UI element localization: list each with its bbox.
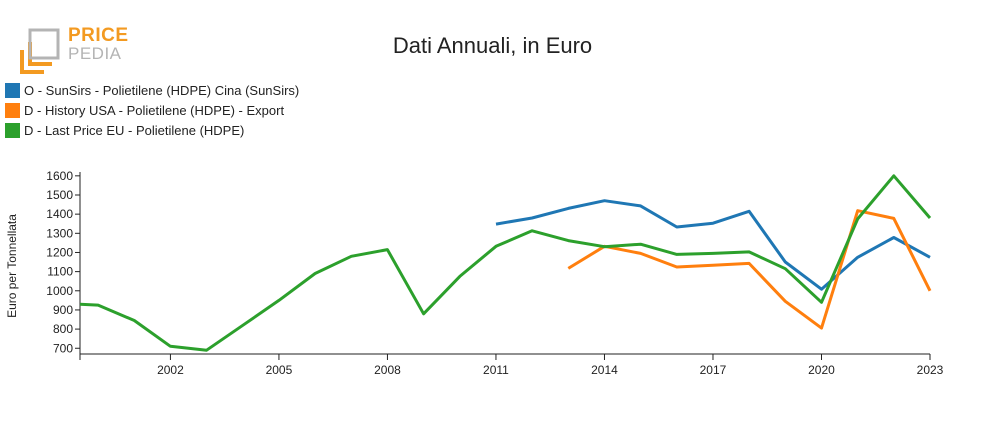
pricepedia-logo: PRICE PEDIA [20,24,130,74]
legend-swatch-series-3 [5,122,20,138]
legend-swatch-series-2 [5,102,20,118]
legend-label-series-3: D - Last Price EU - Polietilene (HDPE) [24,122,245,138]
logo-mark-icon [20,28,60,74]
legend-item-series-1[interactable]: O - SunSirs - Polietilene (HDPE) Cina (S… [5,80,299,100]
y-tick-label: 1000 [46,284,73,298]
y-tick-label: 1500 [46,188,73,202]
y-tick-label: 1600 [46,169,73,183]
y-tick-label: 900 [53,303,73,317]
x-tick-label: 2014 [591,363,618,377]
logo-text-top: PRICE [68,25,129,46]
y-tick-label: 1400 [46,207,73,221]
series-lines [79,174,932,352]
chart-legend: O - SunSirs - Polietilene (HDPE) Cina (S… [5,80,299,140]
x-tick-label: 2005 [266,363,293,377]
x-tick-label: 2023 [917,363,944,377]
x-tick-label: 2002 [157,363,184,377]
legend-label-series-1: O - SunSirs - Polietilene (HDPE) Cina (S… [24,82,300,98]
series-line-2[interactable] [567,209,932,330]
y-tick-label: 1300 [46,226,73,240]
series-line-3[interactable] [79,174,932,352]
x-tick-label: 2020 [808,363,835,377]
y-tick-label: 800 [53,322,73,336]
x-tick-label: 2017 [700,363,727,377]
legend-item-series-2[interactable]: D - History USA - Polietilene (HDPE) - E… [5,100,299,120]
y-tick-label: 1100 [47,265,73,279]
x-tick-label: 2011 [483,363,509,377]
chart-title: Dati Annuali, in Euro [392,33,593,58]
x-axis-ticks: 2002 2005 2008 2011 2014 2017 2020 2023 [79,354,944,377]
legend-item-series-3[interactable]: D - Last Price EU - Polietilene (HDPE) [5,120,299,140]
y-tick-label: 700 [53,341,73,355]
x-tick-label: 2008 [374,363,401,377]
legend-label-series-2: D - History USA - Polietilene (HDPE) - E… [24,102,285,118]
chart-axes [79,172,930,355]
logo-text-bottom: PEDIA [68,44,122,63]
y-axis-title: Euro per Tonnellata [5,214,19,318]
y-axis-ticks: 700 800 900 1000 1100 1200 1300 1400 1500 1600 [46,169,80,355]
series-line-1[interactable] [495,199,931,291]
y-tick-label: 1200 [46,245,73,259]
legend-swatch-series-1 [5,82,20,98]
